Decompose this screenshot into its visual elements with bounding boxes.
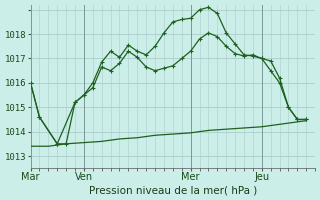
X-axis label: Pression niveau de la mer( hPa ): Pression niveau de la mer( hPa ): [89, 185, 257, 195]
